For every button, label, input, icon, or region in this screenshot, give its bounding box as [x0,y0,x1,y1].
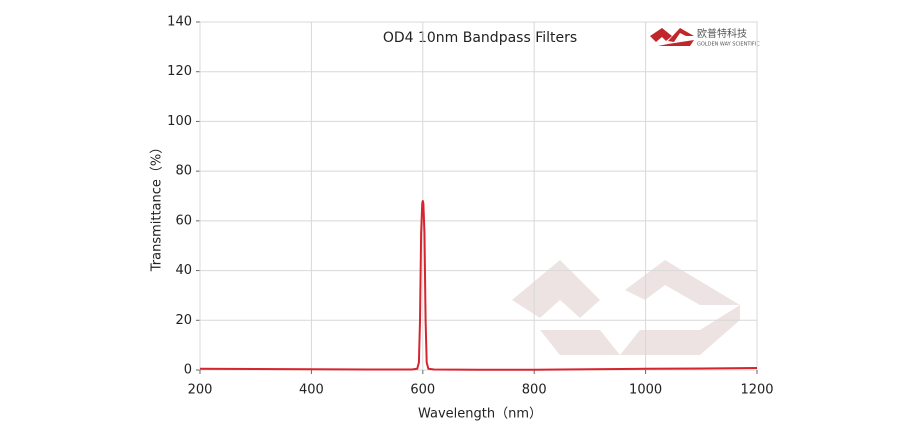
plot-frame [199,21,758,371]
x-tick-label: 400 [299,383,324,398]
logo-subtitle: GOLDEN WAY SCIENTIFIC [697,42,760,48]
x-tick-label: 800 [522,383,547,398]
x-axis-label: Wavelength（nm） [418,407,542,422]
y-tick-label: 20 [175,313,192,328]
x-tick-label: 1000 [629,383,662,398]
y-tick-label: 80 [175,164,192,179]
chart-title: OD4 10nm Bandpass Filters [383,30,577,46]
x-tick-label: 1200 [740,383,773,398]
y-axis-label: Transmittance（%） [150,141,165,273]
y-tick-label: 0 [184,363,192,378]
logo-name: 欧普特科技 [697,27,747,40]
y-tick-label: 40 [175,263,192,278]
y-tick-label: 60 [175,213,192,228]
y-tick-label: 140 [167,15,192,30]
data-line [199,199,758,371]
y-tick-label: 100 [167,114,192,129]
y-tick-label: 120 [167,64,192,79]
x-tick-label: 600 [410,383,435,398]
watermark [512,260,740,355]
x-tick-label: 200 [188,383,213,398]
logo: 欧普特科技 GOLDEN WAY SCIENTIFIC [650,27,760,48]
